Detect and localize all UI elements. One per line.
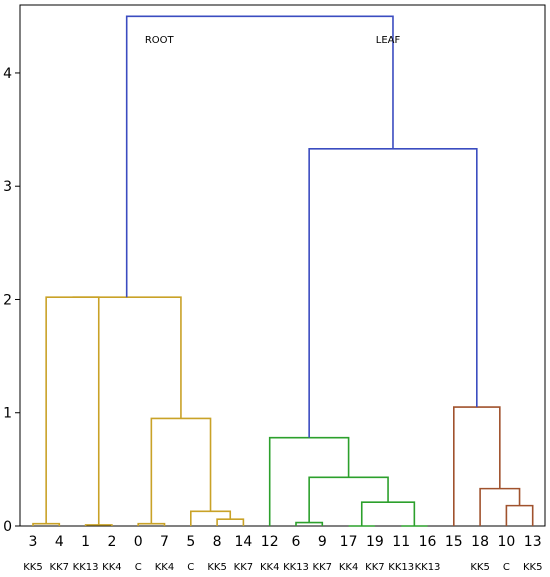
group-label-19: KK5 [523, 562, 542, 573]
leaf-label-4: 0 [134, 534, 143, 550]
dendrogram-link-13 [268, 436, 350, 526]
y-tick-label-3: 3 [3, 179, 12, 195]
group-label-15: KK13 [415, 562, 441, 573]
group-label-7: KK5 [207, 562, 226, 573]
dendrogram-link-4 [216, 518, 245, 526]
leaf-label-15: 16 [419, 534, 437, 550]
group-labels: KK5 KK7 KK13 KK4 C KK4 C KK5 KK7 KK4 KK13 KK7 KK4 KK7… [23, 562, 542, 573]
annotations: ROOT LEAF [145, 35, 401, 46]
leaf-label-1: 4 [55, 534, 64, 550]
group-label-12: KK4 [339, 562, 358, 573]
group-label-9: KK4 [260, 562, 279, 573]
group-label-17: KK5 [470, 562, 489, 573]
group-label-10: KK13 [283, 562, 309, 573]
dendrogram-link-7 [72, 296, 182, 419]
dendrogram-link-14 [505, 504, 534, 526]
dendrogram-link-15 [479, 487, 521, 526]
leaf-label-5: 7 [160, 534, 169, 550]
leaf-label-6: 5 [186, 534, 195, 550]
leaf-label-0: 3 [29, 534, 38, 550]
group-label-6: C [187, 562, 194, 573]
leaf-label-16: 15 [445, 534, 463, 550]
leaf-label-14: 11 [392, 534, 410, 550]
dendrogram-link-3 [137, 522, 166, 526]
group-label-13: KK7 [365, 562, 384, 573]
leaf-label-2: 1 [81, 534, 90, 550]
dendrogram-link-8 [295, 521, 324, 526]
dendrogram-link-12 [308, 476, 389, 523]
leaf-labels: 3 4 1 2 0 7 5 8 14 12 6 9 17 19 11 16 15 18 10 13 [29, 534, 542, 550]
group-label-8: KK7 [234, 562, 253, 573]
group-label-0: KK5 [23, 562, 42, 573]
dendrogram-link-0 [32, 522, 61, 526]
dendrogram-link-2 [45, 296, 100, 525]
dendrogram-link-16 [453, 406, 501, 526]
leaf-label-7: 8 [213, 534, 222, 550]
dendrogram-link-6 [150, 417, 212, 524]
group-label-11: KK7 [313, 562, 332, 573]
y-tick-label-1: 1 [3, 406, 12, 422]
y-axis: 0 1 2 3 4 [3, 66, 20, 535]
leaf-label-3: 2 [107, 534, 116, 550]
y-tick-label-2: 2 [3, 292, 12, 308]
leaf-label-13: 19 [366, 534, 384, 550]
y-tick-label-4: 4 [3, 66, 12, 82]
leaf-label-9: 12 [261, 534, 279, 550]
group-label-3: KK4 [102, 562, 121, 573]
group-label-18: C [503, 562, 510, 573]
annotation-root: ROOT [145, 35, 175, 46]
group-label-2: KK13 [73, 562, 99, 573]
leaf-label-11: 9 [318, 534, 327, 550]
leaf-label-10: 6 [292, 534, 301, 550]
leaf-label-19: 13 [524, 534, 542, 550]
y-tick-label-0: 0 [3, 519, 12, 535]
leaf-label-8: 14 [234, 534, 252, 550]
dendrogram-link-11 [360, 501, 416, 526]
plot-frame [19, 4, 546, 527]
group-label-4: C [135, 562, 142, 573]
annotation-leaf: LEAF [376, 35, 401, 46]
leaf-label-12: 17 [340, 534, 358, 550]
dendrogram-links [32, 15, 534, 527]
leaf-label-17: 18 [471, 534, 489, 550]
dendrogram-link-18 [125, 15, 394, 298]
group-label-5: KK4 [155, 562, 174, 573]
group-label-14: KK13 [388, 562, 414, 573]
leaf-label-18: 10 [497, 534, 515, 550]
group-label-1: KK7 [50, 562, 69, 573]
dendrogram-link-17 [308, 148, 478, 438]
